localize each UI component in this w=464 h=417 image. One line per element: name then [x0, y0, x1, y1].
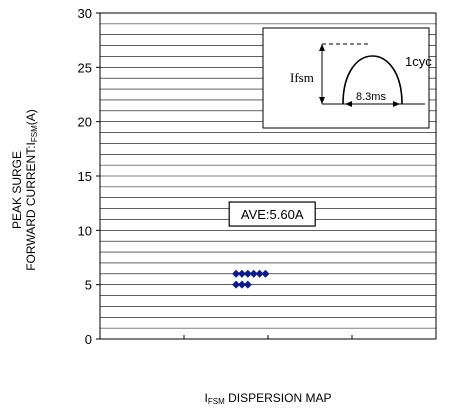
y-axis-label-line1: PEAK SURGE [10, 150, 24, 230]
y-ticks: 0 5 10 15 20 25 30 [78, 6, 100, 347]
average-annotation-box [228, 201, 316, 227]
inset-ifsm-label: Ifsm [290, 70, 314, 85]
y-tick-label: 30 [78, 6, 92, 21]
average-annotation-text: AVE:5.60A [241, 207, 304, 222]
y-tick-label: 20 [78, 115, 92, 130]
data-point [232, 269, 241, 278]
y-axis-label-line2-prefix: FORWARD CURRENT:I [24, 142, 38, 271]
inset-ifsm-arrow-up [319, 44, 325, 51]
y-tick-label: 15 [78, 169, 92, 184]
inset-ifsm-arrow-down [319, 97, 325, 104]
data-point [243, 269, 252, 278]
y-tick-label: 0 [85, 332, 92, 347]
inset-half-sine-curve [342, 55, 403, 105]
inset-time-label: 8.3ms [356, 91, 386, 103]
y-axis-label: PEAK SURGE FORWARD CURRENT:IFSM(A) [8, 90, 44, 290]
y-axis-label-line2-suffix: (A) [24, 109, 38, 126]
inset-waveform-diagram: Ifsm 1cyc 8.3ms [262, 27, 432, 129]
data-point [243, 280, 252, 289]
y-axis-label-subscript: FSM [30, 125, 39, 143]
data-point [232, 280, 241, 289]
data-point [237, 269, 246, 278]
x-axis-label-subscript: FSM [207, 397, 225, 406]
x-ticks [183, 335, 353, 339]
x-axis-label-prefix: I [204, 391, 208, 405]
x-axis-label-suffix: DISPERSION MAP [224, 391, 332, 405]
inset-box [262, 27, 430, 129]
x-axis-label: IFSM DISPERSION MAP [100, 391, 436, 406]
inset-cycle-label: 1cyc [405, 54, 432, 69]
inset-time-arrow-left [345, 101, 352, 107]
data-point [237, 280, 246, 289]
average-annotation: AVE:5.60A [228, 201, 316, 227]
y-tick-label: 25 [78, 60, 92, 75]
data-points [232, 269, 270, 289]
y-tick-label: 10 [78, 223, 92, 238]
data-point [261, 269, 270, 278]
inset-time-arrow-right [393, 101, 400, 107]
data-point [255, 269, 264, 278]
y-tick-label: 5 [85, 278, 92, 293]
data-point [249, 269, 258, 278]
